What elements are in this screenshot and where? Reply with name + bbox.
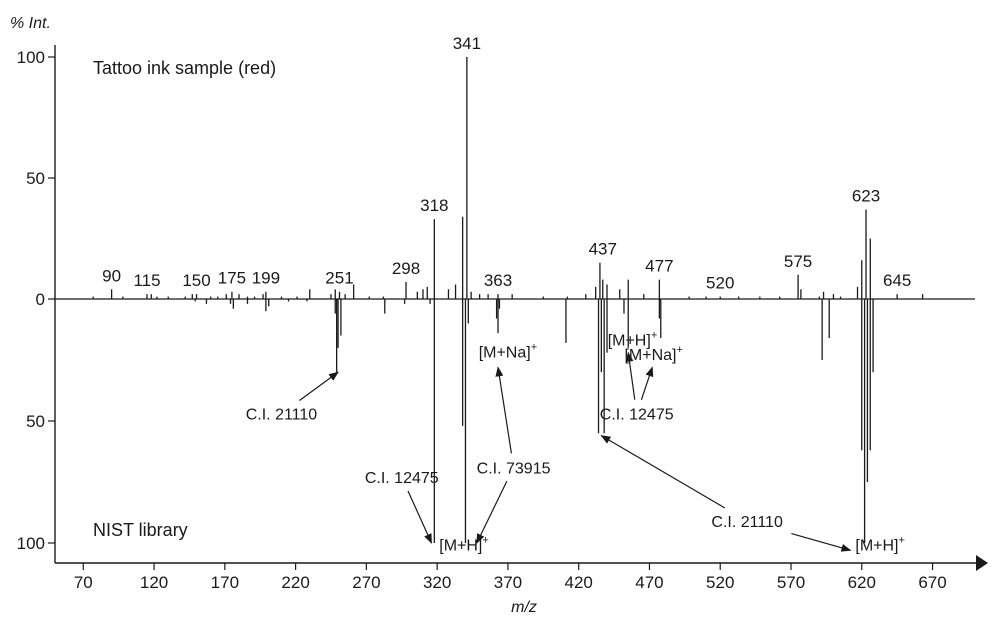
peak-label: 175 — [218, 269, 246, 288]
x-tick-label: 170 — [211, 573, 239, 592]
ion-labels: [M+Na]+ [M+H]+[M+Na]+[M+H]+ [M+H]+ — [439, 329, 905, 554]
sample-panel-label: Tattoo ink sample (red) — [93, 58, 276, 78]
library-spectrum — [194, 299, 874, 543]
peak-labels: 90 115 150 175 199 251 298 318 341 363 437 477 520 57… — [102, 34, 911, 293]
x-tick-label: 570 — [777, 573, 805, 592]
x-tick-label: 620 — [848, 573, 876, 592]
compound-annotation: C.I. 73915 — [477, 460, 551, 477]
peak-label: 199 — [252, 269, 280, 288]
compound-annotation: C.I. 21110 — [711, 514, 783, 531]
x-tick-label: 120 — [140, 573, 168, 592]
peak-label: 520 — [706, 274, 734, 293]
x-tick-label: 370 — [494, 573, 522, 592]
peak-label: 645 — [883, 271, 911, 290]
y-tick-label: 50 — [26, 412, 45, 431]
annotations: C.I. 21110 C.I. 12475 C.I. 73915 C.I. 12475… — [246, 351, 852, 552]
annotation-arrow — [495, 366, 513, 454]
ion-label: [M+Na]+ — [479, 342, 537, 362]
peak-label: 341 — [453, 34, 481, 53]
axes — [54, 45, 988, 571]
x-axis-arrow-icon — [976, 555, 988, 571]
annotation-arrow — [600, 435, 726, 509]
peak-label: 150 — [182, 271, 210, 290]
x-tick-label: 520 — [706, 573, 734, 592]
peak-label: 623 — [852, 186, 880, 205]
peak-label: 115 — [133, 271, 160, 290]
x-tick-label: 420 — [565, 573, 593, 592]
compound-annotation: C.I. 21110 — [246, 407, 318, 424]
peak-label: 318 — [420, 196, 448, 215]
peak-label: 251 — [325, 269, 353, 288]
peak-label: 437 — [589, 240, 617, 259]
ion-label: [M+H]+ — [855, 534, 905, 554]
x-tick-label: 670 — [918, 573, 946, 592]
annotation-arrow — [299, 371, 339, 401]
library-panel-label: NIST library — [93, 520, 188, 540]
y-axis-title: % Int. — [10, 15, 51, 32]
annotation-arrow — [476, 480, 508, 544]
sample-spectrum — [92, 57, 924, 299]
annotation-arrow — [791, 533, 852, 552]
peak-label: 298 — [392, 259, 420, 278]
compound-annotation: C.I. 12475 — [600, 407, 674, 424]
ion-label: [M+H]+ — [608, 329, 658, 349]
x-tick-label: 270 — [352, 573, 380, 592]
y-tick-label: 100 — [17, 48, 45, 67]
peak-label: 477 — [645, 257, 673, 276]
x-tick-label: 70 — [74, 573, 93, 592]
y-tick-label: 50 — [26, 169, 45, 188]
x-tick-label: 470 — [635, 573, 663, 592]
y-tick-label: 0 — [36, 290, 45, 309]
ion-label: [M+Na]+ — [624, 344, 682, 364]
x-axis-title: m/z — [511, 599, 537, 616]
compound-annotation: C.I. 12475 — [365, 470, 439, 487]
x-tick-label: 220 — [281, 573, 309, 592]
peak-label: 363 — [484, 271, 512, 290]
annotation-arrow — [625, 351, 636, 400]
annotation-arrow — [640, 366, 654, 400]
y-tick-label: 100 — [17, 534, 45, 553]
x-tick-label: 320 — [423, 573, 451, 592]
ticks: 70 120 170 220 270 320 370 420 470 520 570 620 670 0 5… — [17, 48, 947, 592]
ion-label: [M+H]+ — [439, 534, 489, 554]
peak-label: 575 — [784, 252, 812, 271]
peak-label: 90 — [102, 266, 121, 285]
annotation-arrow — [407, 490, 433, 544]
